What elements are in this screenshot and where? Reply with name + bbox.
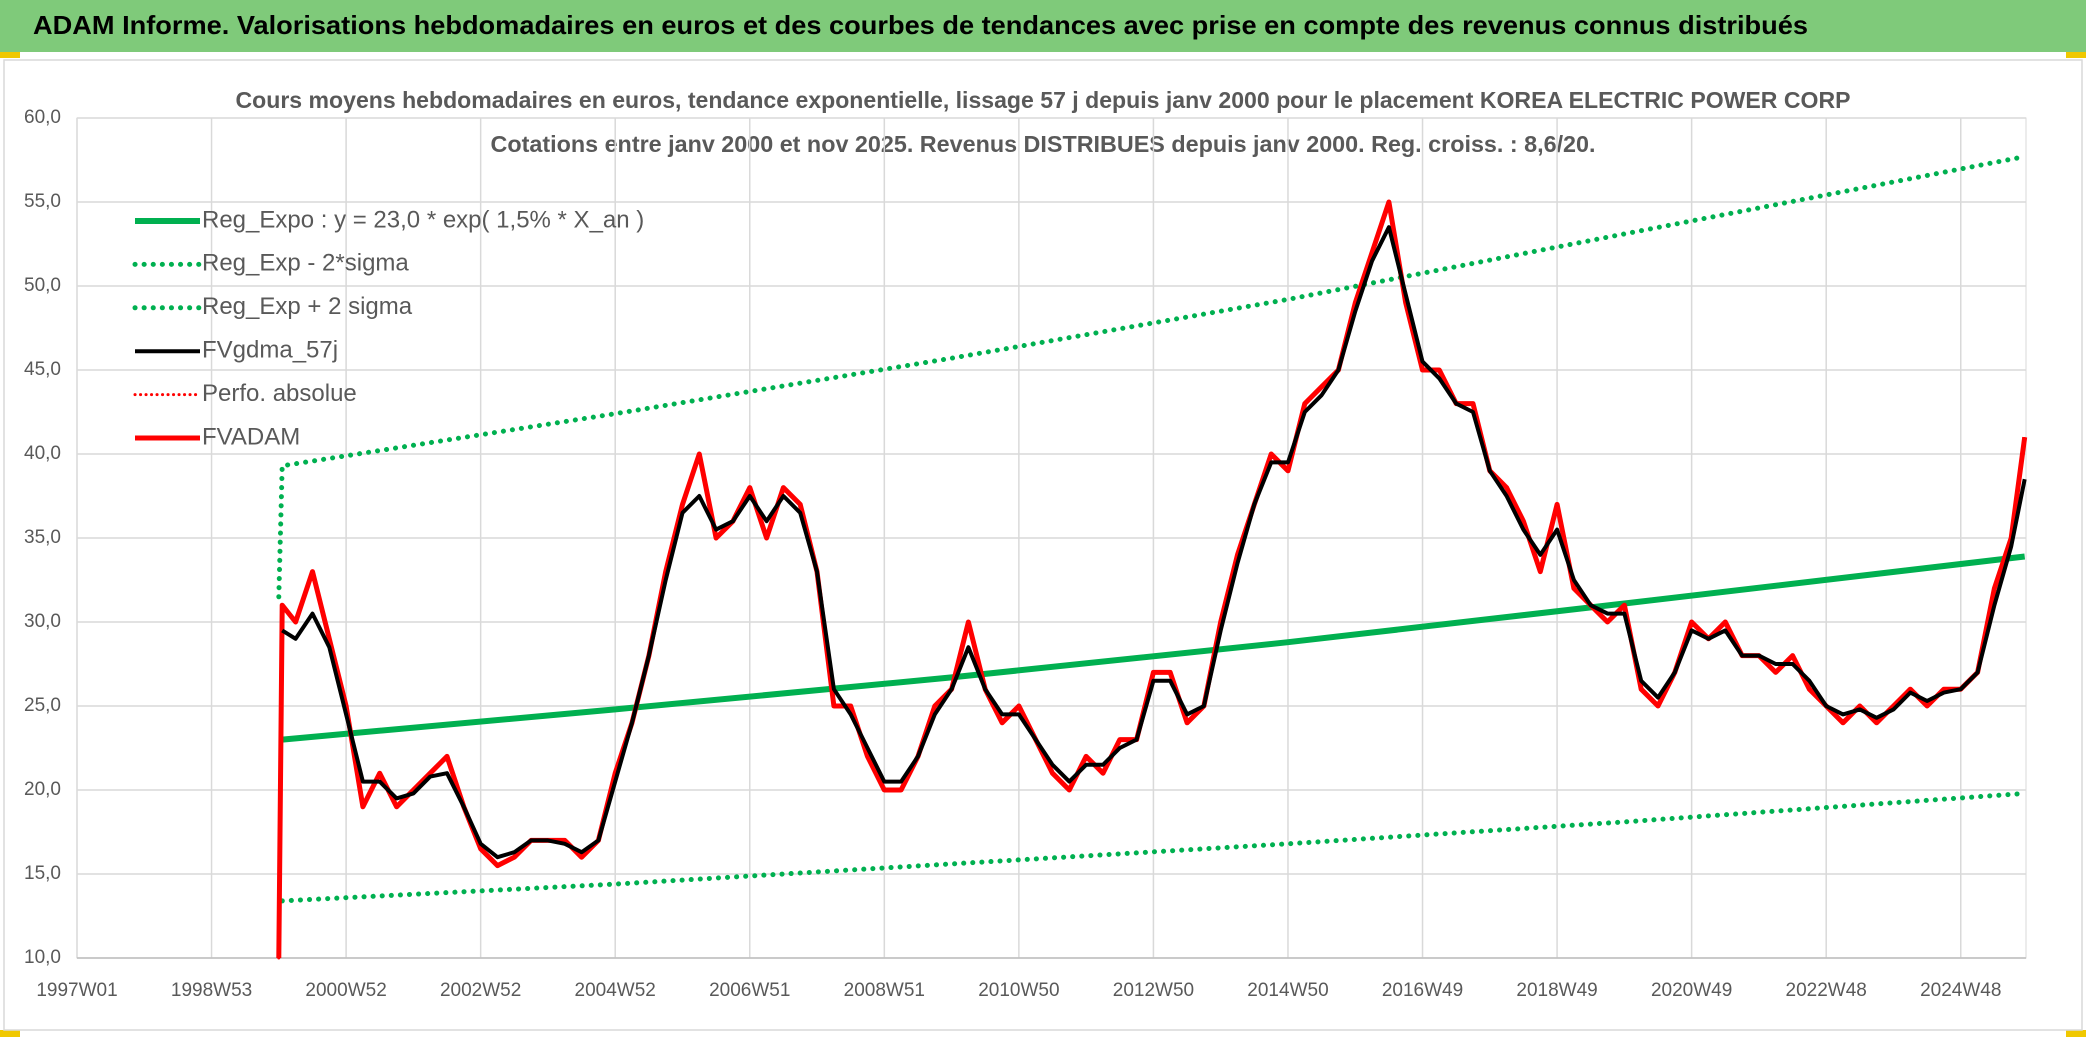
y-tick-label: 25,0 [24, 695, 61, 716]
x-tick-label: 2018W49 [1516, 980, 1597, 1001]
x-tick-label: 2000W52 [305, 980, 386, 1001]
corner-mark [2066, 1030, 2086, 1037]
y-tick-label: 15,0 [24, 863, 61, 884]
x-tick-label: 2020W49 [1651, 980, 1732, 1001]
header-bar [0, 0, 2086, 52]
y-tick-label: 20,0 [24, 779, 61, 800]
x-tick-label: 1997W01 [36, 980, 117, 1001]
legend-label: FVgdma_57j [202, 337, 338, 364]
y-tick-label: 60,0 [24, 107, 61, 128]
chart-border [3, 59, 2083, 1031]
y-tick-label: 45,0 [24, 359, 61, 380]
series-line [281, 225, 2027, 860]
y-tick-label: 50,0 [24, 275, 61, 296]
x-tick-label: 2004W52 [575, 980, 656, 1001]
x-tick-label: 2006W51 [709, 980, 790, 1001]
x-tick-label: 2024W48 [1920, 980, 2001, 1001]
legend-label: Reg_Expo : y = 23,0 * exp( 1,5% * X_an ) [202, 206, 644, 233]
legend-label: Reg_Exp - 2*sigma [202, 250, 409, 277]
series-line [281, 553, 2026, 743]
x-tick-label: 2022W48 [1786, 980, 1867, 1001]
x-tick-label: 2016W49 [1382, 980, 1463, 1001]
y-tick-label: 10,0 [24, 947, 61, 968]
series-line [276, 154, 2028, 600]
chart-title: Cours moyens hebdomadaires en euros, ten… [236, 87, 1851, 113]
x-tick-label: 2014W50 [1247, 980, 1328, 1001]
x-tick-label: 2010W50 [978, 980, 1059, 1001]
y-tick-label: 40,0 [24, 443, 61, 464]
corner-mark [2066, 52, 2086, 58]
series-line [279, 790, 2028, 904]
legend-label: FVADAM [202, 423, 300, 450]
x-tick-label: 2012W50 [1113, 980, 1194, 1001]
y-tick-label: 30,0 [24, 611, 61, 632]
corner-mark [0, 1030, 20, 1037]
x-tick-label: 1998W53 [171, 980, 252, 1001]
y-tick-label: 55,0 [24, 191, 61, 212]
legend-label: Perfo. absolue [202, 380, 357, 407]
corner-mark [0, 52, 20, 58]
y-tick-label: 35,0 [24, 527, 61, 548]
header-title: ADAM Informe. Valorisations hebdomadaire… [33, 10, 1808, 40]
x-tick-label: 2002W52 [440, 980, 521, 1001]
chart-subtitle: Cotations entre janv 2000 et nov 2025. R… [491, 131, 1596, 157]
legend-label: Reg_Exp + 2 sigma [202, 293, 413, 320]
x-tick-label: 2008W51 [844, 980, 925, 1001]
